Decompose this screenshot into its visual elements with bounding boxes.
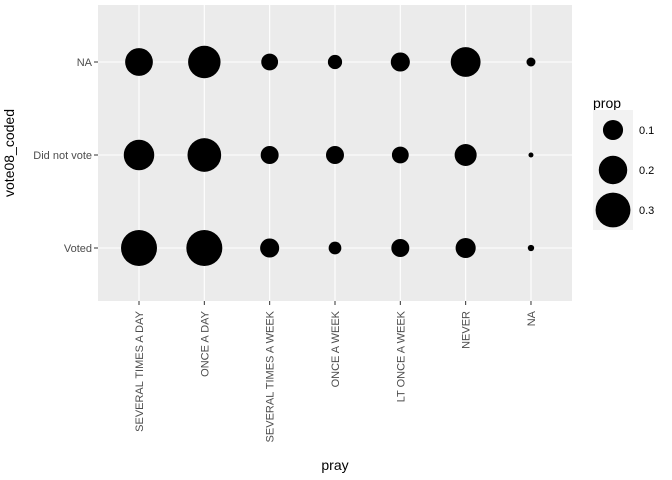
y-axis: Voted Did not vote NA [33,57,98,255]
data-point [260,238,280,258]
data-point [391,146,409,164]
data-point [260,146,279,164]
data-point [528,152,534,158]
y-tick-label: NA [77,57,93,69]
data-point [454,143,477,167]
x-axis: SEVERAL TIMES A DAY ONCE A DAY SEVERAL TIM… [134,301,538,442]
data-point [526,57,536,67]
data-point [450,47,481,77]
data-point [327,54,343,70]
x-tick-label: NA [526,310,538,326]
data-point [121,230,157,266]
data-point [391,239,410,257]
data-point [186,230,223,266]
y-tick-label: Did not vote [33,150,92,162]
x-tick-label: SEVERAL TIMES A DAY [134,310,146,432]
data-point [125,48,153,76]
x-tick-label: LT ONCE A WEEK [395,310,407,402]
data-point [261,53,279,71]
x-tick-label: NEVER [461,311,473,349]
y-axis-title: vote08_coded [1,109,17,197]
legend-label: 0.3 [639,205,654,217]
data-point [527,244,535,252]
data-point [325,146,344,164]
legend-label: 0.2 [639,165,654,177]
legend-key-circle [602,119,624,141]
x-tick-label: SEVERAL TIMES A WEEK [265,310,277,442]
data-point [455,237,476,259]
data-point [328,241,342,255]
legend-title: prop [593,95,621,111]
data-point [390,52,410,72]
data-point [188,45,221,79]
y-tick-label: Voted [64,243,92,255]
x-axis-title: pray [321,457,348,473]
data-points [121,45,536,266]
legend-key-circle [598,155,628,185]
data-point [123,139,155,171]
x-tick-label: ONCE A WEEK [330,310,342,387]
data-point [187,138,222,172]
legend-key-circle [595,192,631,228]
x-tick-label: ONCE A DAY [199,310,211,376]
size-legend: prop 0.1 0.2 0.3 [593,95,654,230]
legend-label: 0.1 [639,125,654,137]
